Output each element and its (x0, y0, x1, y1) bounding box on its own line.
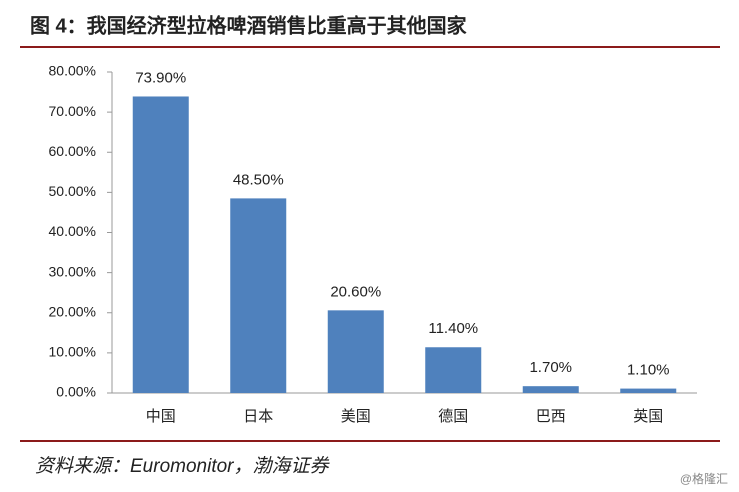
bar (620, 388, 677, 393)
y-tick-label: 20.00% (49, 303, 96, 319)
y-tick-label: 10.00% (49, 344, 96, 360)
x-tick-label: 巴西 (536, 408, 566, 425)
y-tick-label: 50.00% (49, 183, 96, 199)
x-tick-label: 中国 (146, 408, 176, 425)
value-label: 20.60% (330, 283, 381, 300)
x-tick-label: 美国 (341, 408, 371, 425)
bar (327, 310, 384, 393)
value-label: 1.70% (529, 359, 572, 376)
bar (230, 198, 287, 393)
value-label: 1.10% (627, 362, 670, 379)
y-tick-label: 40.00% (49, 223, 96, 239)
bar (522, 386, 579, 393)
watermark: @格隆汇 (680, 471, 728, 486)
bar (425, 347, 482, 393)
x-tick-label: 德国 (438, 407, 468, 425)
bar (132, 96, 189, 393)
y-tick-label: 60.00% (49, 143, 96, 159)
y-tick-label: 30.00% (49, 263, 96, 279)
x-tick-label: 日本 (243, 408, 273, 425)
y-tick-label: 0.00% (56, 384, 96, 400)
value-label: 11.40% (428, 320, 478, 337)
y-tick-label: 70.00% (49, 103, 96, 119)
y-tick-label: 80.00% (49, 63, 96, 79)
value-label: 73.90% (135, 69, 186, 86)
chart-title: 图 4：我国经济型拉格啤酒销售比重高于其他国家 (30, 13, 468, 37)
source-note: 资料来源：Euromonitor，渤海证券 (35, 455, 330, 477)
value-label: 48.50% (233, 171, 284, 188)
x-tick-label: 英国 (633, 407, 663, 425)
